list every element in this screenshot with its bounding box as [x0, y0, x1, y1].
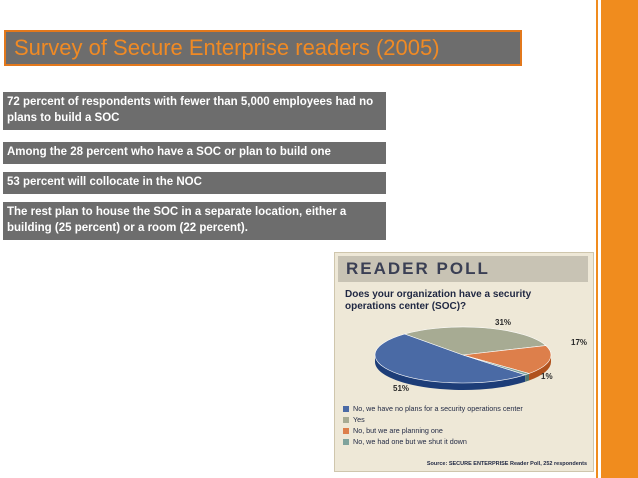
- pie-slice: [462, 345, 552, 374]
- pie-slice: [374, 333, 527, 384]
- pie-data-label: 31%: [495, 318, 511, 327]
- legend-item: No, but we are planning one: [343, 425, 583, 436]
- legend-item: No, we had one but we shut it down: [343, 436, 583, 447]
- pie-chart: 51% 31% 17% 1%: [374, 318, 587, 393]
- note-rest: The rest plan to house the SOC in a sepa…: [3, 202, 386, 240]
- note-53-percent: 53 percent will collocate in the NOC: [3, 172, 386, 194]
- legend-swatch: [343, 405, 349, 412]
- pie-slice-side: [525, 373, 530, 382]
- pie-slice-side: [375, 355, 526, 390]
- poll-source: Source: SECURE ENTERPRISE Reader Poll, 2…: [426, 461, 587, 467]
- pie-slice: [403, 326, 547, 356]
- pie-data-label: 51%: [393, 384, 409, 393]
- legend-label: No, but we are planning one: [353, 426, 443, 435]
- legend-swatch: [343, 427, 349, 434]
- legend-item: Yes: [343, 414, 583, 425]
- legend-label: Yes: [353, 415, 365, 424]
- accent-divider: [598, 0, 601, 478]
- legend-swatch: [343, 416, 349, 423]
- accent-strip: [596, 0, 638, 478]
- note-no-plans: 72 percent of respondents with fewer tha…: [3, 92, 386, 130]
- reader-poll-figure: READER POLL Does your organization have …: [334, 252, 594, 472]
- chart-legend: No, we have no plans for a security oper…: [343, 403, 583, 447]
- pie-slice-side: [529, 355, 551, 381]
- slide-title: Survey of Secure Enterprise readers (200…: [4, 30, 522, 66]
- legend-label: No, we had one but we shut it down: [353, 437, 467, 446]
- pie-data-label: 1%: [541, 372, 553, 381]
- pie-slice: [462, 354, 530, 376]
- poll-banner: READER POLL: [338, 256, 588, 282]
- legend-item: No, we have no plans for a security oper…: [343, 403, 583, 414]
- legend-label: No, we have no plans for a security oper…: [353, 404, 523, 413]
- poll-question: Does your organization have a security o…: [345, 289, 532, 312]
- note-28-percent: Among the 28 percent who have a SOC or p…: [3, 142, 386, 164]
- legend-swatch: [343, 438, 349, 445]
- pie-data-label: 17%: [571, 338, 587, 347]
